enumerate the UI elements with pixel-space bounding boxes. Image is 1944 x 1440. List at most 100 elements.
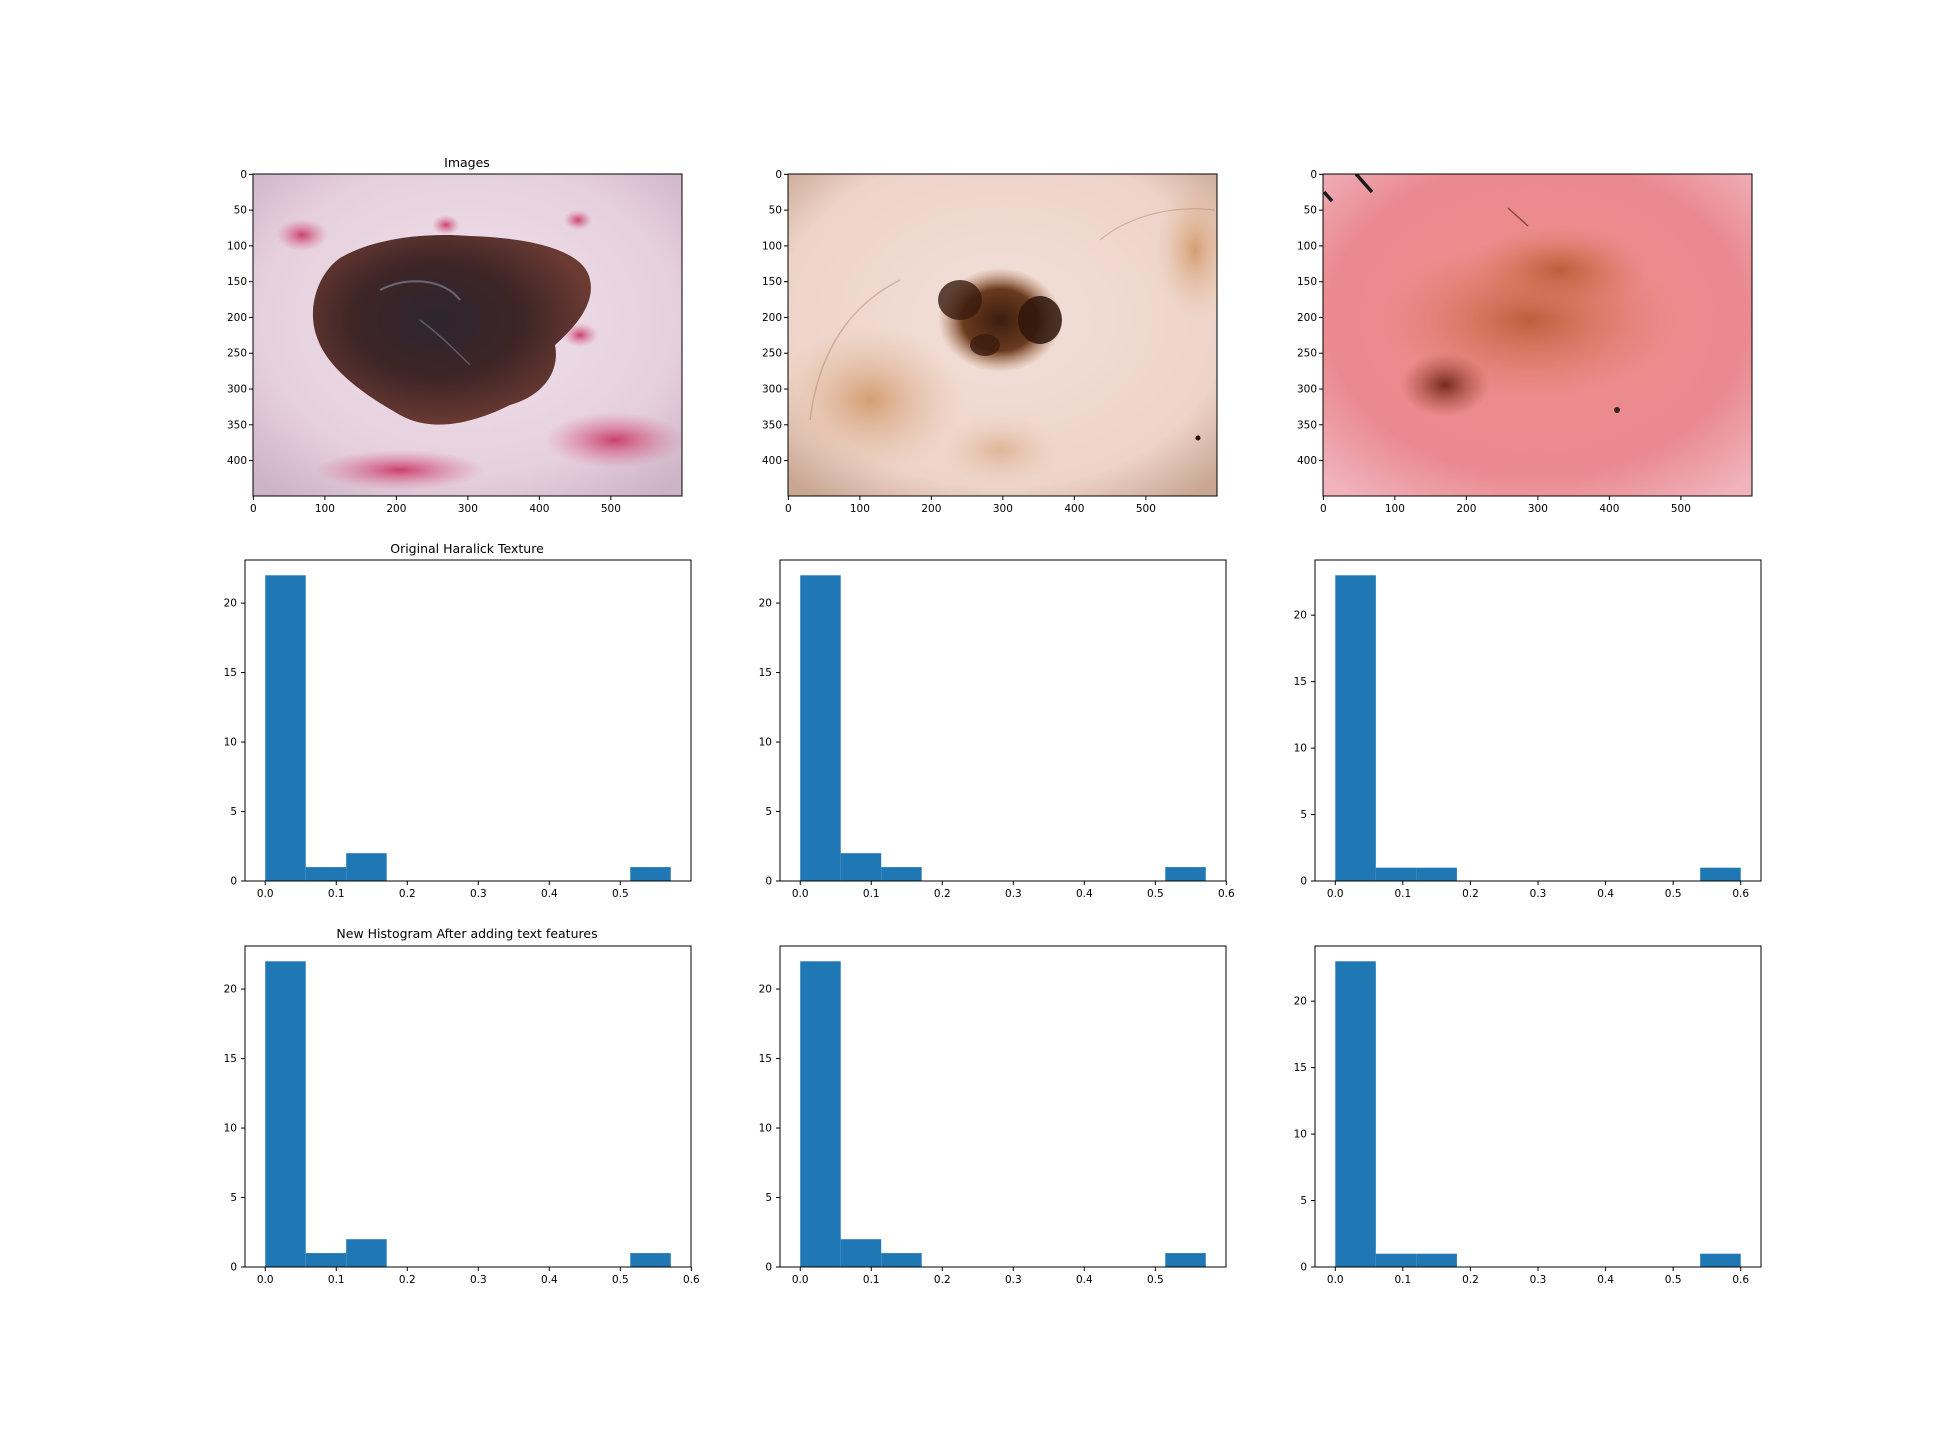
x-tick-label: 0.1 [328, 1274, 345, 1286]
y-tick-label: 20 [224, 984, 237, 996]
plot-frame [244, 945, 692, 1268]
y-tick-label: 400 [762, 455, 782, 467]
histogram-new-1: 0.0 0.1 0.2 0.3 0.4 0.5 0.6 0 5 10 15 20 [224, 945, 700, 1286]
y-tick-label: 200 [762, 312, 782, 324]
histogram-bar [305, 1253, 347, 1267]
x-tick-label: 0.6 [1732, 1274, 1749, 1286]
y-tick-label: 20 [759, 984, 772, 996]
x-tick-label: 0.1 [1394, 888, 1411, 900]
y-tick-label: 10 [759, 737, 772, 749]
y-tick-label: 15 [759, 1053, 772, 1065]
y-tick-label: 10 [1294, 743, 1307, 755]
histogram-new-2: 0.0 0.1 0.2 0.3 0.4 0.5 0 5 10 15 20 [759, 945, 1227, 1286]
histogram-bar [346, 853, 387, 881]
histogram-bar [840, 1239, 882, 1267]
y-tick-label: 15 [1294, 676, 1307, 688]
x-tick-label: 500 [1671, 503, 1691, 515]
x-tick-label: 0.4 [1597, 1274, 1614, 1286]
x-tick-label: 0.1 [863, 888, 880, 900]
y-tick-label: 15 [224, 667, 237, 679]
histogram-bar [1335, 961, 1376, 1267]
histogram-bar [881, 1253, 922, 1267]
x-tick-label: 0 [785, 503, 792, 515]
x-tick-label: 0 [250, 503, 257, 515]
histogram-bar [1416, 867, 1457, 881]
histogram-bar [840, 853, 882, 881]
histogram-original-1: 0.0 0.1 0.2 0.3 0.4 0.5 0 5 10 15 20 [224, 559, 692, 900]
y-tick-label: 20 [224, 598, 237, 610]
y-tick-label: 10 [1294, 1129, 1307, 1141]
histogram-bar [630, 1253, 671, 1267]
x-tick-label: 0.2 [399, 1274, 416, 1286]
histogram-bar [1375, 1253, 1417, 1267]
x-tick-label: 0.6 [1218, 888, 1235, 900]
x-tick-label: 0.0 [257, 1274, 274, 1286]
histogram-bar [346, 1239, 387, 1267]
y-tick-label: 400 [1297, 455, 1317, 467]
x-tick-label: 0.0 [792, 1274, 809, 1286]
image-panel-1 [253, 174, 682, 496]
plot-frame [1314, 559, 1762, 882]
histogram-bar [265, 961, 306, 1267]
y-tick-label: 150 [227, 276, 247, 288]
plot-frame [244, 559, 692, 882]
y-tick-label: 10 [759, 1123, 772, 1135]
y-tick-label: 350 [227, 419, 247, 431]
histogram-bar [1165, 1253, 1206, 1267]
histogram-original-2: 0.0 0.1 0.2 0.3 0.4 0.5 0.6 0 5 10 15 20 [759, 559, 1235, 900]
x-tick-label: 0.2 [1462, 888, 1479, 900]
y-tick-label: 250 [227, 348, 247, 360]
x-tick-label: 300 [458, 503, 478, 515]
y-tick-label: 0 [775, 169, 782, 181]
x-tick-label: 0.4 [541, 1274, 558, 1286]
x-tick-label: 0.6 [683, 1274, 700, 1286]
x-tick-label: 0.5 [1147, 888, 1164, 900]
x-tick-label: 0.4 [541, 888, 558, 900]
histogram-bar [1375, 867, 1417, 881]
original-haralick-title: Original Haralick Texture [390, 541, 544, 556]
y-tick-label: 5 [230, 806, 237, 818]
x-tick-label: 0.2 [399, 888, 416, 900]
x-tick-label: 0.4 [1076, 888, 1093, 900]
x-tick-label: 100 [315, 503, 335, 515]
image-axes-2: 0 100 200 300 400 500 0 50 100 150 200 250 300 350 400 [762, 169, 1218, 515]
x-tick-label: 0.1 [863, 1274, 880, 1286]
x-tick-label: 0.2 [1462, 1274, 1479, 1286]
y-tick-label: 150 [762, 276, 782, 288]
x-tick-label: 400 [1064, 503, 1084, 515]
x-tick-label: 0.0 [257, 888, 274, 900]
x-tick-label: 0.3 [1005, 1274, 1022, 1286]
x-tick-label: 0.0 [792, 888, 809, 900]
x-tick-label: 100 [850, 503, 870, 515]
x-tick-label: 500 [1136, 503, 1156, 515]
y-tick-label: 10 [224, 737, 237, 749]
y-tick-label: 100 [227, 240, 247, 252]
x-tick-label: 0.0 [1327, 1274, 1344, 1286]
y-tick-label: 200 [227, 312, 247, 324]
y-tick-label: 350 [1297, 419, 1317, 431]
y-tick-label: 5 [230, 1192, 237, 1204]
y-tick-label: 0 [765, 876, 772, 888]
y-tick-label: 0 [230, 1262, 237, 1274]
y-tick-label: 100 [762, 240, 782, 252]
y-tick-label: 250 [1297, 348, 1317, 360]
histogram-bar [1700, 867, 1741, 881]
x-tick-label: 0.1 [328, 888, 345, 900]
plot-frame [779, 559, 1227, 882]
x-tick-label: 200 [921, 503, 941, 515]
histogram-bar [1416, 1253, 1457, 1267]
histogram-bar [265, 575, 306, 881]
histogram-bar [800, 961, 841, 1267]
plot-frame [779, 945, 1227, 1268]
x-tick-label: 300 [993, 503, 1013, 515]
x-tick-label: 0.5 [1665, 1274, 1682, 1286]
x-tick-label: 0.3 [470, 1274, 487, 1286]
image-panel-3 [1323, 174, 1752, 496]
x-tick-label: 0.1 [1394, 1274, 1411, 1286]
y-tick-label: 5 [1300, 809, 1307, 821]
x-tick-label: 500 [601, 503, 621, 515]
y-tick-label: 0 [1300, 876, 1307, 888]
y-tick-label: 20 [1294, 610, 1307, 622]
histogram-bar [630, 867, 671, 881]
x-tick-label: 0.2 [934, 888, 951, 900]
